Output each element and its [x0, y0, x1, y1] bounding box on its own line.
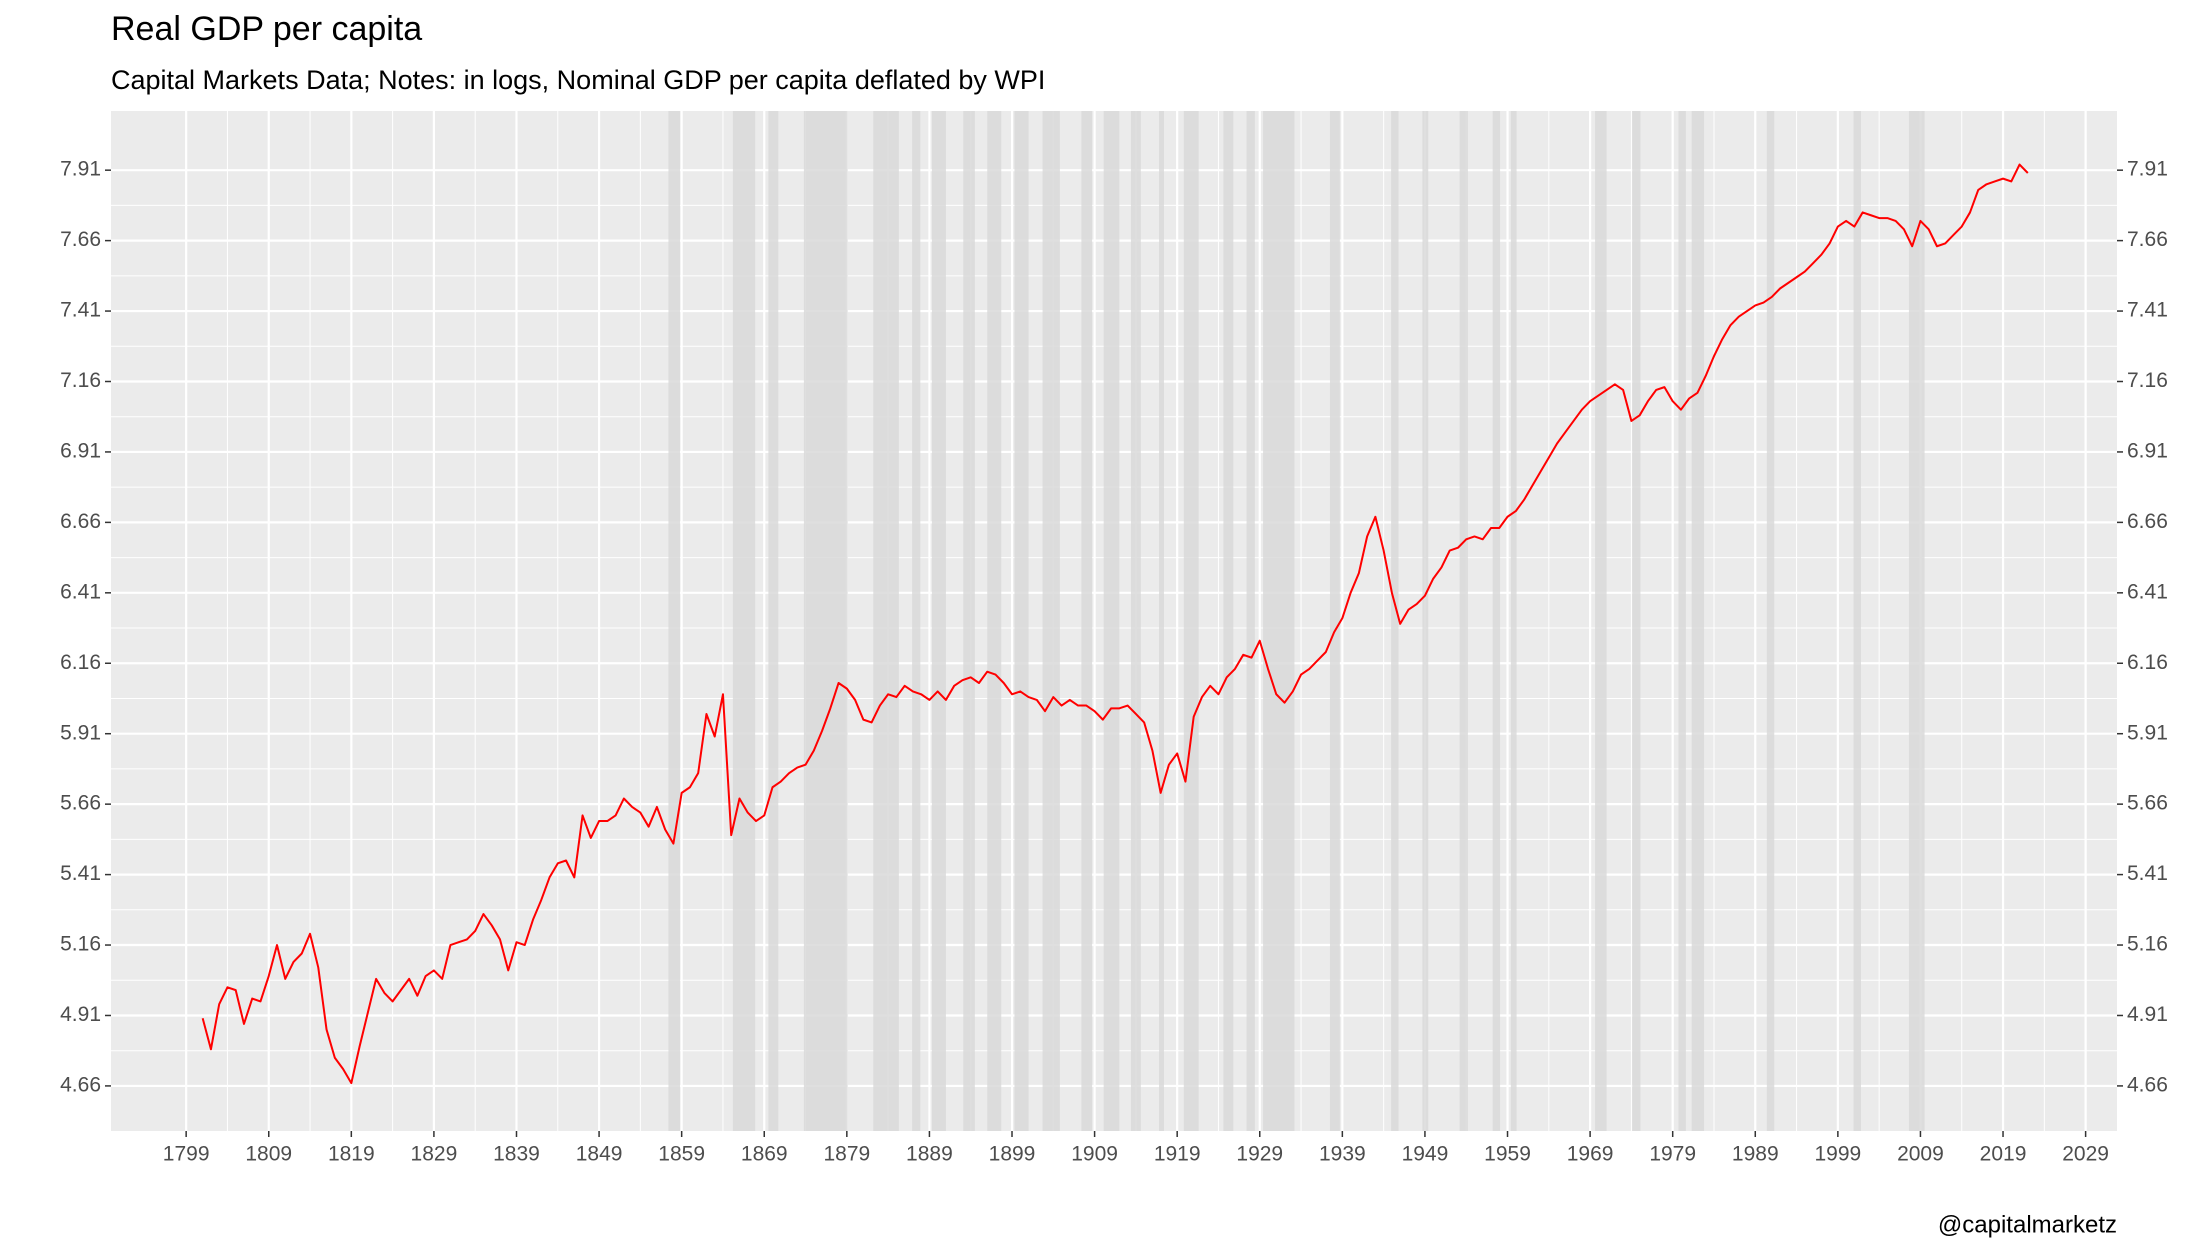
- y2-tick-label: 4.91: [2127, 1003, 2168, 1026]
- x-tick-label: 1949: [1402, 1143, 1449, 1166]
- x-tick-label: 1829: [411, 1143, 458, 1166]
- y-tick-label: 7.91: [60, 158, 101, 181]
- x-tick-label: 1909: [1071, 1143, 1118, 1166]
- shaded-period: [1678, 111, 1686, 1131]
- shaded-period: [987, 111, 1002, 1131]
- x-tick-label: 1979: [1649, 1143, 1696, 1166]
- shaded-period: [768, 111, 779, 1131]
- x-tick-label: 2029: [2062, 1143, 2109, 1166]
- x-tick-label: 1929: [1236, 1143, 1283, 1166]
- shaded-period: [873, 111, 899, 1131]
- shaded-period: [1223, 111, 1234, 1131]
- y2-tick-label: 7.16: [2127, 369, 2168, 392]
- x-tick-label: 2009: [1897, 1143, 1944, 1166]
- y-tick-label: 6.91: [60, 439, 101, 462]
- y2-tick-label: 5.16: [2127, 933, 2168, 956]
- shaded-period: [1042, 111, 1060, 1131]
- y-tick-label: 5.16: [60, 933, 101, 956]
- data-line: [201, 163, 2029, 1085]
- x-tick-label: 1959: [1484, 1143, 1531, 1166]
- y-tick-label: 7.16: [60, 369, 101, 392]
- shaded-period: [931, 111, 946, 1131]
- x-tick-label: 1899: [989, 1143, 1036, 1166]
- x-tick-label: 1869: [741, 1143, 788, 1166]
- shaded-period: [1422, 111, 1429, 1131]
- shaded-period: [1183, 111, 1199, 1131]
- x-tick-label: 1819: [328, 1143, 375, 1166]
- x-tick-label: 1939: [1319, 1143, 1366, 1166]
- shaded-period: [1103, 111, 1120, 1131]
- x-tick-label: 1799: [163, 1143, 210, 1166]
- y2-tick-label: 7.91: [2127, 158, 2168, 181]
- x-tick-label: 1999: [1815, 1143, 1862, 1166]
- x-tick-label: 1839: [493, 1143, 540, 1166]
- shaded-period: [1766, 111, 1775, 1131]
- y2-tick-label: 6.66: [2127, 510, 2168, 533]
- y2-tick-label: 5.41: [2127, 862, 2168, 885]
- x-tick-label: 1889: [906, 1143, 953, 1166]
- shaded-period: [1159, 111, 1164, 1131]
- shaded-period: [668, 111, 681, 1131]
- shaded-period: [1014, 111, 1029, 1131]
- shaded-period: [963, 111, 975, 1131]
- y2-tick-label: 6.91: [2127, 439, 2168, 462]
- shaded-period: [1595, 111, 1607, 1131]
- y-tick-label: 7.41: [60, 299, 101, 322]
- shaded-period: [1492, 111, 1501, 1131]
- shaded-period: [1853, 111, 1861, 1131]
- shaded-period: [1081, 111, 1093, 1131]
- y2-tick-label: 5.91: [2127, 721, 2168, 744]
- shaded-period: [1130, 111, 1141, 1131]
- caption: @capitalmarketz: [1938, 1211, 2117, 1238]
- x-tick-label: 1859: [658, 1143, 705, 1166]
- y2-tick-label: 7.41: [2127, 299, 2168, 322]
- y-tick-label: 4.66: [60, 1073, 101, 1096]
- shaded-period: [1908, 111, 1925, 1131]
- shaded-period: [732, 111, 756, 1131]
- y-tick-label: 5.91: [60, 721, 101, 744]
- y-tick-label: 4.91: [60, 1003, 101, 1026]
- chart-subtitle: Capital Markets Data; Notes: in logs, No…: [111, 65, 1045, 95]
- shaded-period: [803, 111, 848, 1131]
- y-tick-label: 6.16: [60, 651, 101, 674]
- shaded-period: [1510, 111, 1517, 1131]
- x-tick-label: 1879: [823, 1143, 870, 1166]
- shaded-period: [1263, 111, 1295, 1131]
- x-tick-label: 1919: [1154, 1143, 1201, 1166]
- x-tick-label: 1809: [245, 1143, 292, 1166]
- y-tick-label: 5.41: [60, 862, 101, 885]
- y-tick-label: 6.41: [60, 580, 101, 603]
- shaded-period: [1459, 111, 1468, 1131]
- shaded-period: [1329, 111, 1340, 1131]
- x-tick-label: 1849: [576, 1143, 623, 1166]
- x-tick-label: 2019: [1980, 1143, 2027, 1166]
- shaded-period: [1391, 111, 1399, 1131]
- shaded-period: [912, 111, 921, 1131]
- y-tick-label: 5.66: [60, 792, 101, 815]
- x-tick-label: 1989: [1732, 1143, 1779, 1166]
- chart-title: Real GDP per capita: [111, 10, 422, 48]
- y2-tick-label: 6.41: [2127, 580, 2168, 603]
- y-tick-label: 7.66: [60, 228, 101, 251]
- x-tick-label: 1969: [1567, 1143, 1614, 1166]
- y2-tick-label: 4.66: [2127, 1073, 2168, 1096]
- shaded-period: [1691, 111, 1705, 1131]
- y2-tick-label: 5.66: [2127, 792, 2168, 815]
- shaded-period: [1246, 111, 1255, 1131]
- y-tick-label: 6.66: [60, 510, 101, 533]
- y2-tick-label: 7.66: [2127, 228, 2168, 251]
- y2-tick-label: 6.16: [2127, 651, 2168, 674]
- shaded-period: [1632, 111, 1641, 1131]
